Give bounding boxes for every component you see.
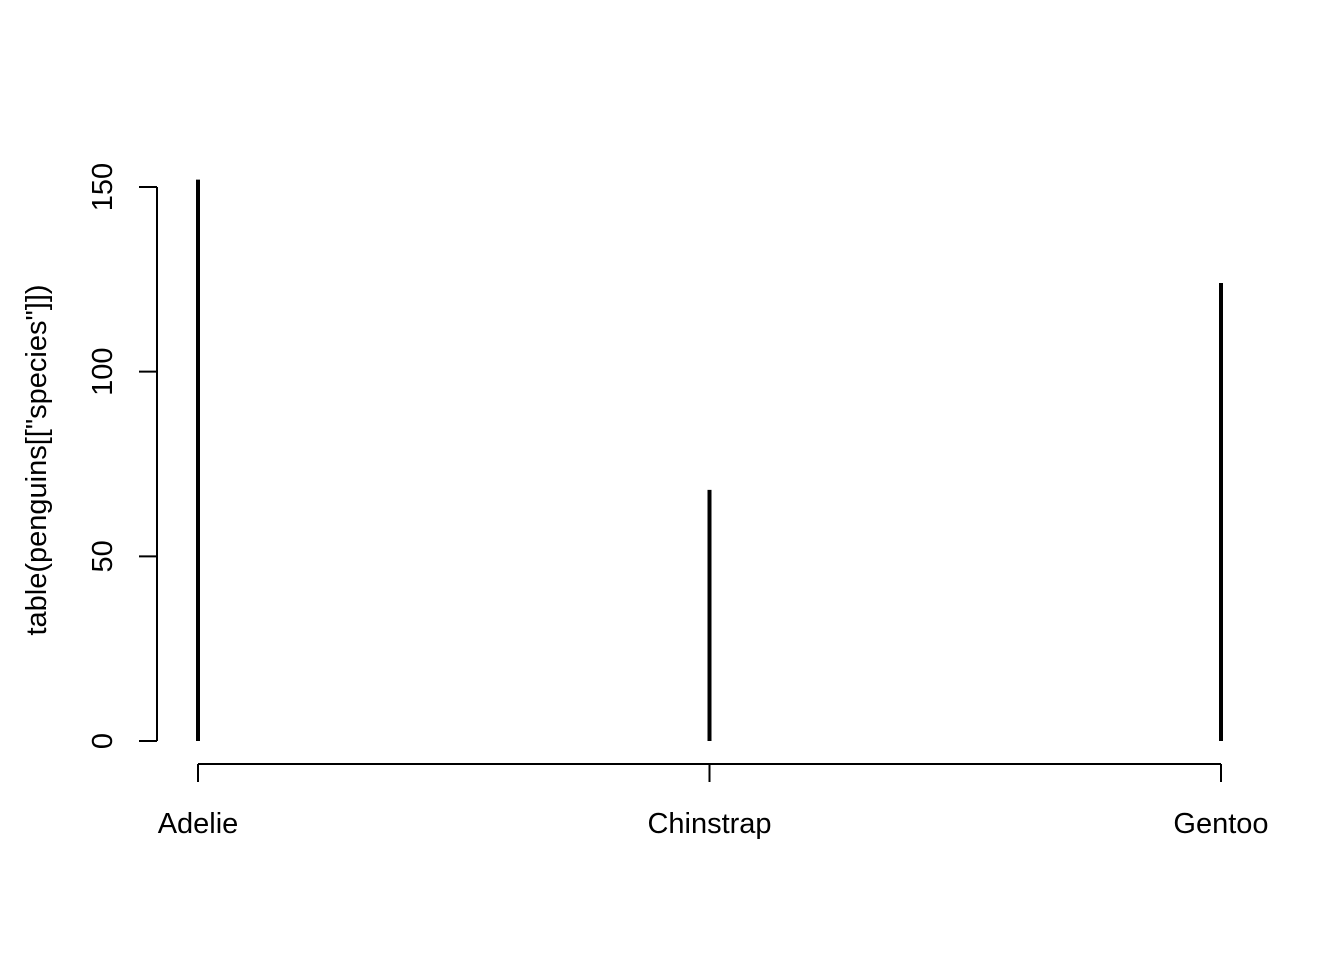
- x-ticks: Adelie Chinstrap Gentoo: [158, 764, 1269, 840]
- y-tick-label: 150: [87, 163, 119, 211]
- y-tick-label: 0: [87, 733, 119, 749]
- x-axis: Adelie Chinstrap Gentoo: [158, 763, 1269, 840]
- y-tick-label: 50: [87, 540, 119, 572]
- x-tick-label: Adelie: [158, 808, 239, 840]
- y-tick-label: 100: [87, 347, 119, 395]
- y-axis: 0 50 100 150: [87, 163, 158, 749]
- y-ticks: 0 50 100 150: [87, 163, 157, 749]
- y-axis-title: table(penguins[["species"]]): [21, 284, 53, 635]
- bars: [196, 179, 1223, 741]
- x-tick-label: Gentoo: [1173, 808, 1268, 840]
- x-tick-label: Chinstrap: [647, 808, 771, 840]
